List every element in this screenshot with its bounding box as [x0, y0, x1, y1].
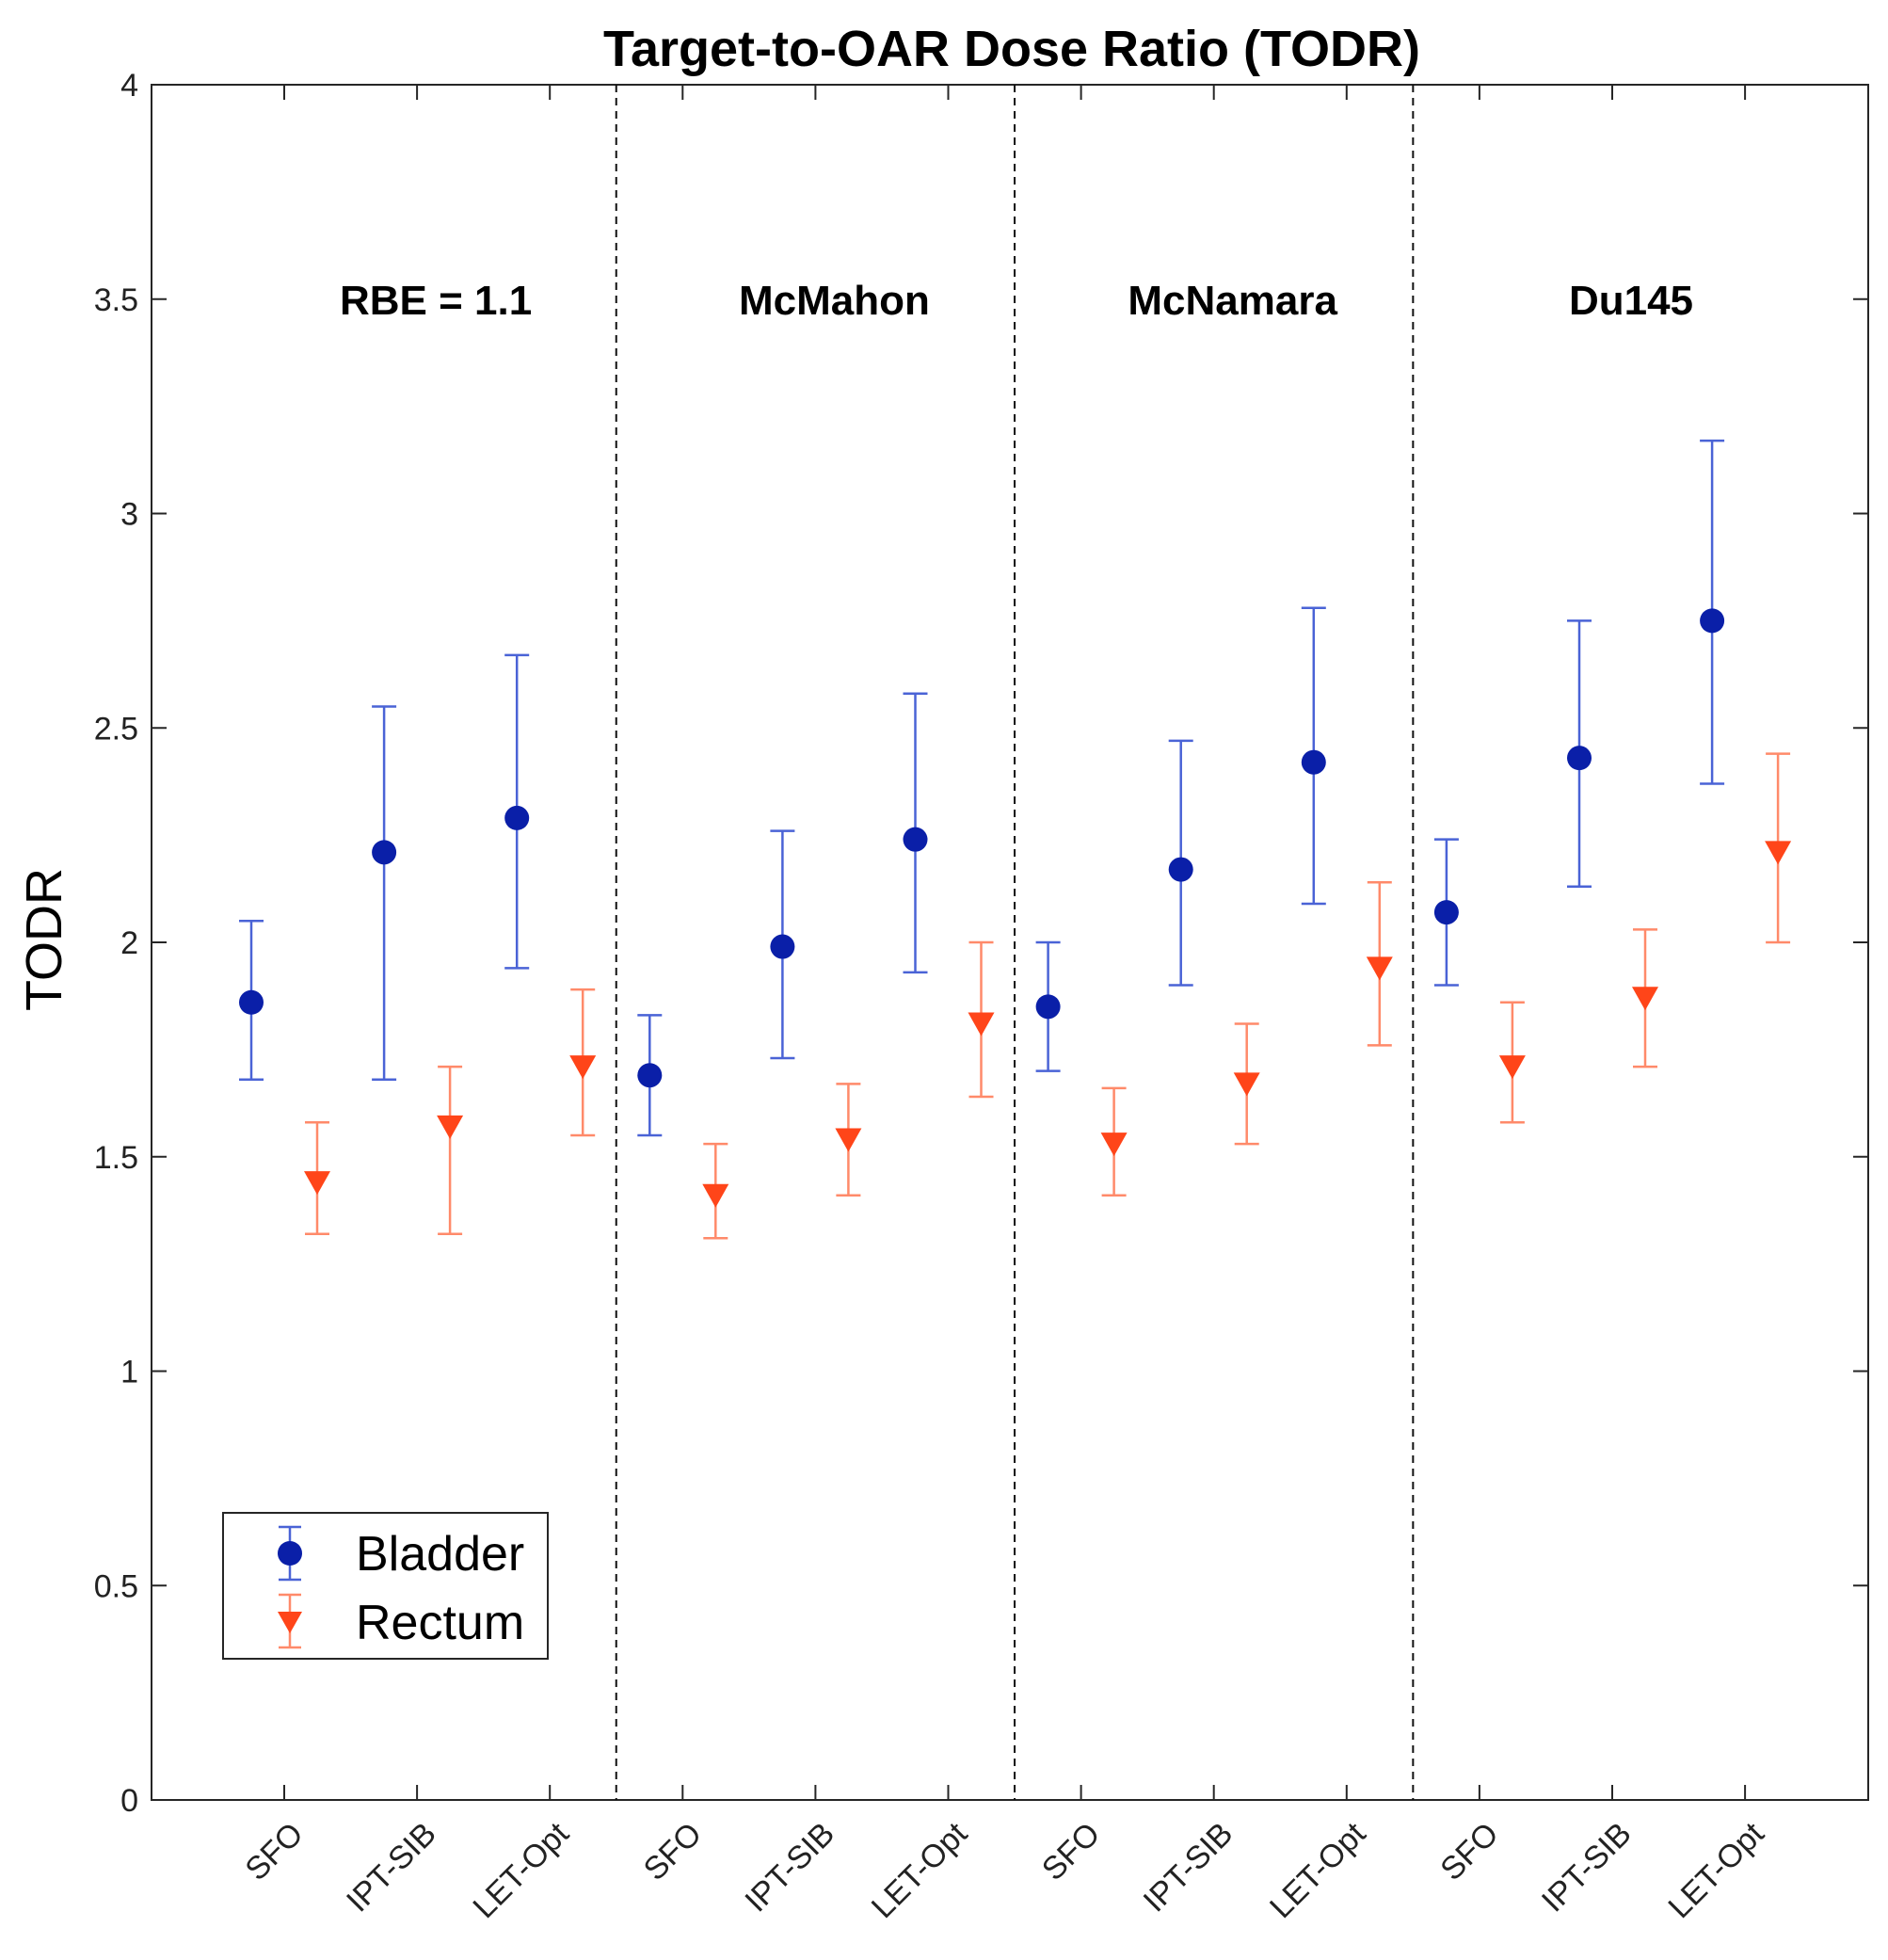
rectum-point: [304, 1171, 330, 1196]
bladder-point: [1301, 749, 1326, 775]
y-tick-label: 0.5: [94, 1568, 138, 1604]
x-tick-labels: SFO IPT-SIB LET-Opt SFO IPT-SIB LET-Opt SFO IPT…: [238, 1815, 1771, 1925]
x-tick-label-ipt-sib: IPT-SIB: [340, 1816, 443, 1920]
rectum-point: [702, 1183, 729, 1208]
rectum-point: [1632, 987, 1658, 1011]
chart-title: Target-to-OAR Dose Ratio (TODR): [603, 21, 1420, 77]
legend-bladder-label: Bladder: [356, 1527, 524, 1582]
group-label-mcnamara: McNamara: [1128, 278, 1337, 324]
legend: Bladder Rectum: [222, 1512, 549, 1660]
x-tick-label-ipt-sib: IPT-SIB: [1535, 1816, 1639, 1920]
bladder-point: [770, 934, 795, 959]
bladder-point: [1168, 857, 1193, 882]
y-tick-label: 2.5: [94, 711, 138, 747]
x-tick-label-sfo: SFO: [1035, 1816, 1107, 1888]
x-tick-label-let-opt: LET-Opt: [1661, 1815, 1771, 1925]
bladder-point: [637, 1063, 663, 1088]
bladder-point: [1035, 994, 1061, 1020]
rectum-point: [1100, 1133, 1128, 1157]
rectum-point: [968, 1012, 995, 1036]
bladder-point: [1433, 900, 1459, 925]
rectum-point: [437, 1115, 464, 1139]
x-tick-label-let-opt: LET-Opt: [865, 1815, 975, 1925]
rectum-errorbar: [438, 1065, 463, 1235]
y-tick-label: 1: [120, 1355, 138, 1390]
rectum-point: [1366, 956, 1393, 981]
x-tick-label-ipt-sib: IPT-SIB: [738, 1816, 841, 1920]
y-tick-label: 3: [120, 497, 138, 533]
x-tick-label-sfo: SFO: [238, 1816, 310, 1888]
group-label-du145: Du145: [1569, 278, 1693, 324]
y-tick-label: 1.5: [94, 1140, 138, 1176]
x-tick-label-sfo: SFO: [637, 1816, 709, 1888]
rectum-point: [1765, 841, 1792, 865]
x-tick-label-let-opt: LET-Opt: [1263, 1815, 1373, 1925]
error-bars: [239, 439, 1791, 1240]
y-axis-label: TODR: [16, 868, 72, 1011]
bladder-point: [1567, 746, 1592, 771]
legend-bladder-symbol: [278, 1525, 302, 1582]
y-tick-label: 2: [120, 925, 138, 961]
bladder-point: [903, 827, 928, 852]
rectum-point: [1233, 1072, 1260, 1097]
bladder-point: [372, 840, 397, 865]
data-markers: [239, 608, 1792, 1208]
y-tick-label: 4: [120, 68, 138, 104]
rectum-point: [569, 1055, 597, 1080]
legend-rectum-symbol: [278, 1593, 302, 1649]
y-tick-label: 0: [120, 1783, 138, 1819]
rectum-point: [1498, 1055, 1526, 1080]
axis-ticks: [152, 84, 1868, 1801]
legend-rectum-label: Rectum: [356, 1596, 524, 1650]
bladder-point: [504, 805, 530, 830]
x-tick-label-let-opt: LET-Opt: [466, 1815, 576, 1925]
group-labels: RBE = 1.1 McMahon McNamara Du145: [340, 278, 1693, 324]
x-tick-label-sfo: SFO: [1433, 1816, 1505, 1888]
y-tick-labels: 0 0.5 1 1.5 2 2.5 3 3.5 4: [94, 68, 138, 1819]
rectum-point: [835, 1128, 862, 1152]
y-tick-label: 3.5: [94, 282, 138, 318]
group-label-rbe-1-1: RBE = 1.1: [340, 278, 532, 324]
bladder-errorbar: [372, 705, 397, 1082]
x-tick-label-ipt-sib: IPT-SIB: [1137, 1816, 1240, 1920]
bladder-point: [1700, 608, 1725, 634]
bladder-point: [239, 989, 264, 1015]
legend-box: [222, 1512, 549, 1660]
group-separators: [615, 85, 1415, 1800]
group-label-mcmahon: McMahon: [739, 278, 930, 324]
